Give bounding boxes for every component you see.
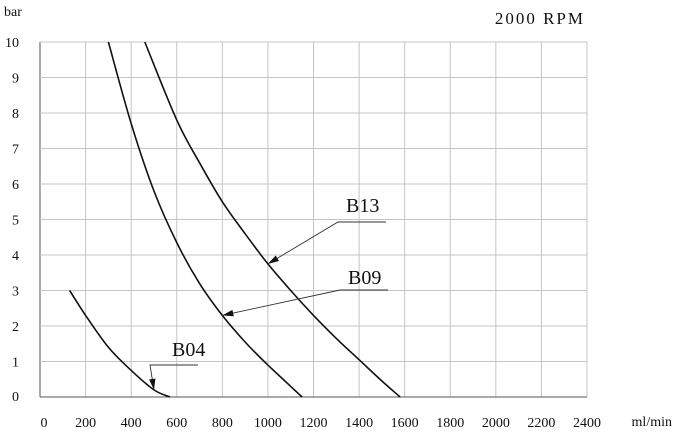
y-tick-label-2: 2	[12, 320, 19, 335]
y-tick-label-3: 3	[12, 285, 19, 300]
arrow-b04	[149, 378, 156, 390]
y-tick-label-10: 10	[5, 36, 19, 51]
y-tick-label-7: 7	[12, 143, 19, 158]
tick-labels: 0 200 400 600 800 1000 1200 1400 1600 1800 2000 220…	[5, 36, 601, 431]
arrow-b09	[222, 309, 234, 317]
grid	[39, 41, 588, 398]
leader-b04	[149, 364, 198, 390]
y-tick-label-4: 4	[12, 249, 19, 264]
label-b04: B04	[172, 339, 205, 361]
y-tick-label-0: 0	[12, 390, 19, 405]
x-tick-label-2200: 2200	[527, 416, 555, 431]
curve-b09	[107, 41, 303, 398]
x-tick-label-1800: 1800	[436, 416, 464, 431]
y-tick-label-1: 1	[12, 356, 19, 371]
leader-b13	[267, 221, 386, 265]
curves	[68, 41, 401, 398]
curve-b13	[144, 41, 401, 398]
x-tick-label-1200: 1200	[300, 416, 328, 431]
x-tick-label-1400: 1400	[345, 416, 373, 431]
x-tick-label-0: 0	[41, 416, 48, 431]
x-tick-label-2400: 2400	[573, 416, 601, 431]
y-tick-label-6: 6	[12, 178, 19, 193]
x-tick-label-1000: 1000	[254, 416, 282, 431]
y-axis-unit: bar	[4, 5, 22, 20]
y-tick-label-9: 9	[12, 72, 19, 87]
x-tick-label-1600: 1600	[391, 416, 419, 431]
x-tick-label-800: 800	[212, 416, 233, 431]
label-b09: B09	[348, 267, 381, 289]
label-b13: B13	[346, 195, 379, 217]
x-axis-unit: ml/min	[632, 415, 672, 430]
x-tick-label-600: 600	[166, 416, 187, 431]
arrow-b13	[267, 255, 279, 264]
x-tick-label-2000: 2000	[482, 416, 510, 431]
x-tick-label-200: 200	[75, 416, 96, 431]
chart-title: 2000 RPM	[495, 9, 585, 28]
y-tick-label-5: 5	[12, 214, 19, 229]
curve-b04	[68, 290, 171, 398]
curve-labels: B04 B09 B13	[149, 195, 388, 390]
x-tick-label-400: 400	[121, 416, 142, 431]
leader-b09	[222, 289, 388, 316]
y-tick-label-8: 8	[12, 107, 19, 122]
